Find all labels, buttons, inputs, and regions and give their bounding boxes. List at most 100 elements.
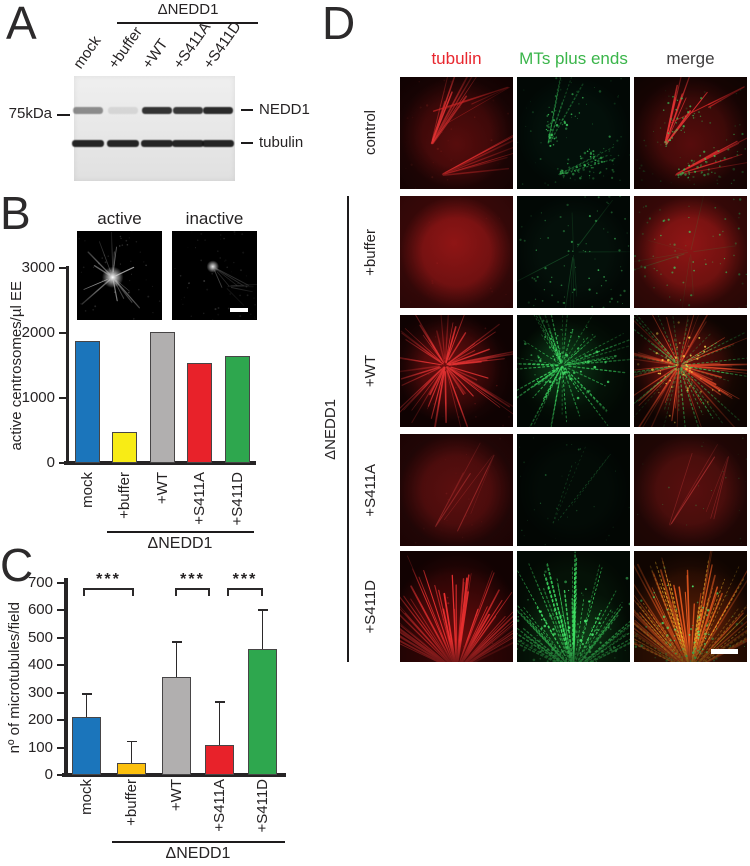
fluorescence-image [400,77,513,189]
marker-75kda-label: 75kDa [8,105,52,122]
tubulin-dash [241,142,253,144]
row-label-wrap-2: +WT [358,315,384,427]
chart-b-ylabel: active centrosomes/µl EE [7,280,25,451]
bar-S411A [205,745,234,775]
sig-label-2: *** [232,571,258,588]
fluorescence-image [517,315,630,427]
micrograph-buffer-merge [634,196,747,308]
bar-buffer [117,762,146,775]
bar-WT [150,332,175,463]
micrograph-S411D-merge [634,551,747,662]
micrograph-S411D-plus-ends [517,551,630,662]
ytick-mark-0 [57,774,64,776]
inset-inactive-title: inactive [185,209,244,228]
fluorescence-image [634,77,747,189]
fluorescence-image [172,231,257,320]
error-bar-0 [85,693,88,718]
fluorescence-image [634,434,747,546]
micrograph-S411A-tubulin [400,434,513,546]
xtick-label-buffer: +buffer [122,779,140,826]
fluorescence-image [517,77,630,189]
tubulin-band-lane-4 [202,140,234,147]
chart-c-group-label: ΔNEDD1 [165,845,231,862]
sig-label-0: *** [96,571,121,588]
micrograph-inactive-centrosome [172,231,257,320]
xtick-label-S411D: +S411D [228,472,246,526]
sig-bracket-0 [83,588,134,590]
bar-S411D [225,356,250,463]
chart-b-ylabel-wrap: active centrosomes/µl EE [4,268,30,463]
ytick-mark-700 [57,581,64,584]
error-bar-4 [261,610,264,649]
error-cap-0 [81,692,92,695]
chart-c-xaxis [62,773,286,777]
lane-label-WT: +WT [139,35,172,72]
chart-c-ylabel: nº of microtubules/field [5,601,23,754]
chart-c-group-bracket [112,841,285,843]
tubulin-band-label: tubulin [259,134,304,151]
panel-a-group-underline [117,22,258,24]
micrograph-S411A-plus-ends [517,434,630,546]
micrograph-control-tubulin [400,77,513,189]
column-header-mts-plus-ends: MTs plus ends [519,49,628,68]
fluorescence-image [400,551,513,662]
error-cap-4 [257,609,268,611]
marker-dash [57,114,70,116]
bar-WT [162,677,191,775]
nedd1-band-lane-4 [203,106,233,114]
ytick-label-200: 200 [27,711,53,728]
panel-a-label: A [6,0,37,49]
chart-b-group-bracket [107,531,254,533]
row-label-S411A: +S411A [361,463,379,517]
error-bar-2 [175,641,178,678]
ytick-label-2000: 2000 [21,324,55,341]
chart-b-yaxis [66,266,69,465]
nedd1-band-label: NEDD1 [259,101,310,118]
sig-bracket-tick-l-0 [83,588,85,596]
error-cap-3 [214,701,225,704]
ytick-label-100: 100 [27,738,53,756]
panel-c-label: C [0,539,34,591]
chart-b-xaxis [64,461,256,465]
ytick-label-1000: 1000 [21,389,55,406]
xtick-label-mock: mock [77,779,95,815]
bar-buffer [112,432,137,463]
sig-bracket-tick-r-1 [208,588,210,596]
micrograph-buffer-plus-ends [517,196,630,308]
bar-mock [75,340,100,463]
row-label-buffer: +buffer [361,228,379,276]
lane-label-mock: mock [70,32,105,72]
fluorescence-image [634,315,747,427]
column-header-merge: merge [666,49,715,68]
xtick-label-buffer: +buffer [115,472,133,519]
xtick-label-mock: mock [78,472,96,508]
ytick-label-400: 400 [27,656,53,673]
sig-bracket-1 [175,588,210,590]
chart-b-group-label: ΔNEDD1 [147,535,213,552]
xtick-label-WT: +WT [153,472,171,505]
micrograph-control-plus-ends [517,77,630,189]
nedd1-band-lane-1 [108,106,138,114]
bar-S411D [248,648,277,775]
row-label-S411D: +S411D [361,580,379,634]
fluorescence-image [400,315,513,427]
micrograph-WT-merge [634,315,747,427]
micrograph-buffer-tubulin [400,196,513,308]
micrograph-S411A-merge [634,434,747,546]
fluorescence-image [517,196,630,308]
sig-label-1: *** [180,571,205,588]
sig-bracket-2 [227,588,263,590]
panel-a-group-label: ΔNEDD1 [157,1,219,18]
micrograph-WT-tubulin [400,315,513,427]
ytick-label-600: 600 [27,601,53,618]
row-label-control: control [361,110,379,156]
western-blot-image [72,76,235,181]
panel-d-label: D [322,0,356,49]
nedd1-band-lane-3 [173,106,203,114]
ytick-label-3000: 3000 [21,259,55,276]
ytick-mark-200 [57,719,64,721]
sig-bracket-tick-r-0 [132,588,134,596]
nedd1-band-lane-0 [73,106,103,114]
bar-S411A [187,362,212,463]
